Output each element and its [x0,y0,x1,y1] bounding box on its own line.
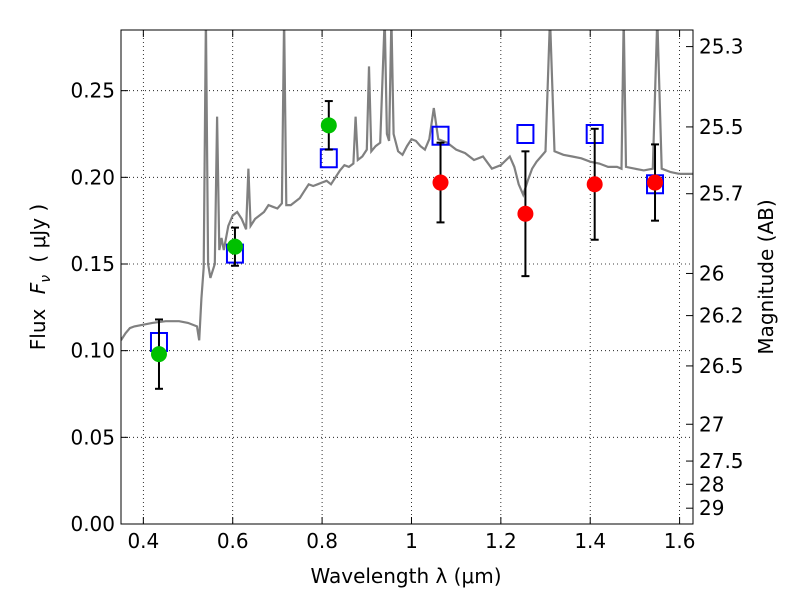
y-axis-label-unit: ( μJy ) [26,204,50,263]
magnitude-tick-label: 27 [699,412,724,436]
model-photometry-square [516,124,535,144]
x-axis-ticks: 0.4 0.6 0.8 1 1.2 1.4 1.6 [127,30,696,553]
y-tick-label: 0.10 [70,339,115,363]
plot-frame [120,29,694,525]
y-tick-label: 0.25 [70,79,115,103]
x-tick-label: 1 [405,529,418,553]
magnitude-tick-label: 29 [699,496,724,520]
model-photometry-squares [149,124,665,352]
y-tick-label: 0.20 [70,165,115,189]
y-axis-label-sub: ν [38,275,54,283]
infrared-photometry-point [647,174,664,191]
magnitude-tick-label: 27.5 [699,449,744,473]
x-axis-label: Wavelength λ (μm) [310,564,501,588]
optical-photometry-point [226,238,243,255]
infrared-photometry-point [586,176,603,193]
y-tick-label: 0.15 [70,252,115,276]
x-tick-label: 1.6 [664,529,696,553]
y-axis-label: Flux Fν ( μJy ) [26,204,55,350]
y-tick-label: 0.00 [70,512,115,536]
magnitude-tick-label: 25.7 [699,182,744,206]
y-tick-label: 0.05 [70,425,115,449]
infrared-photometry-point [432,174,449,191]
magnitude-tick-label: 26 [699,261,724,285]
x-tick-label: 0.8 [306,529,338,553]
magnitude-tick-label: 25.5 [699,115,744,139]
magnitude-tick-label: 26.2 [699,304,744,328]
optical-photometry-point [320,117,337,134]
x-tick-label: 1.2 [485,529,517,553]
magnitude-axis-label: Magnitude (AB) [754,199,778,354]
y-axis-label-text: Flux [26,308,50,350]
x-tick-label: 1.4 [574,529,606,553]
model-photometry-square [319,148,338,169]
measured-photometry-points [150,117,664,363]
plot-area [121,30,693,390]
y-axis-ticks: 0.00 0.05 0.10 0.15 0.20 0.25 [70,79,128,536]
x-tick-label: 0.6 [217,529,249,553]
y-axis-label-math: F [26,282,50,294]
model-sed-line [121,30,693,341]
x-tick-label: 0.4 [127,529,159,553]
magnitude-tick-label: 26.5 [699,354,744,378]
magnitude-tick-label: 25.3 [699,35,744,59]
infrared-photometry-point [517,205,534,222]
optical-photometry-point [150,346,167,363]
magnitude-tick-label: 28 [699,472,724,496]
